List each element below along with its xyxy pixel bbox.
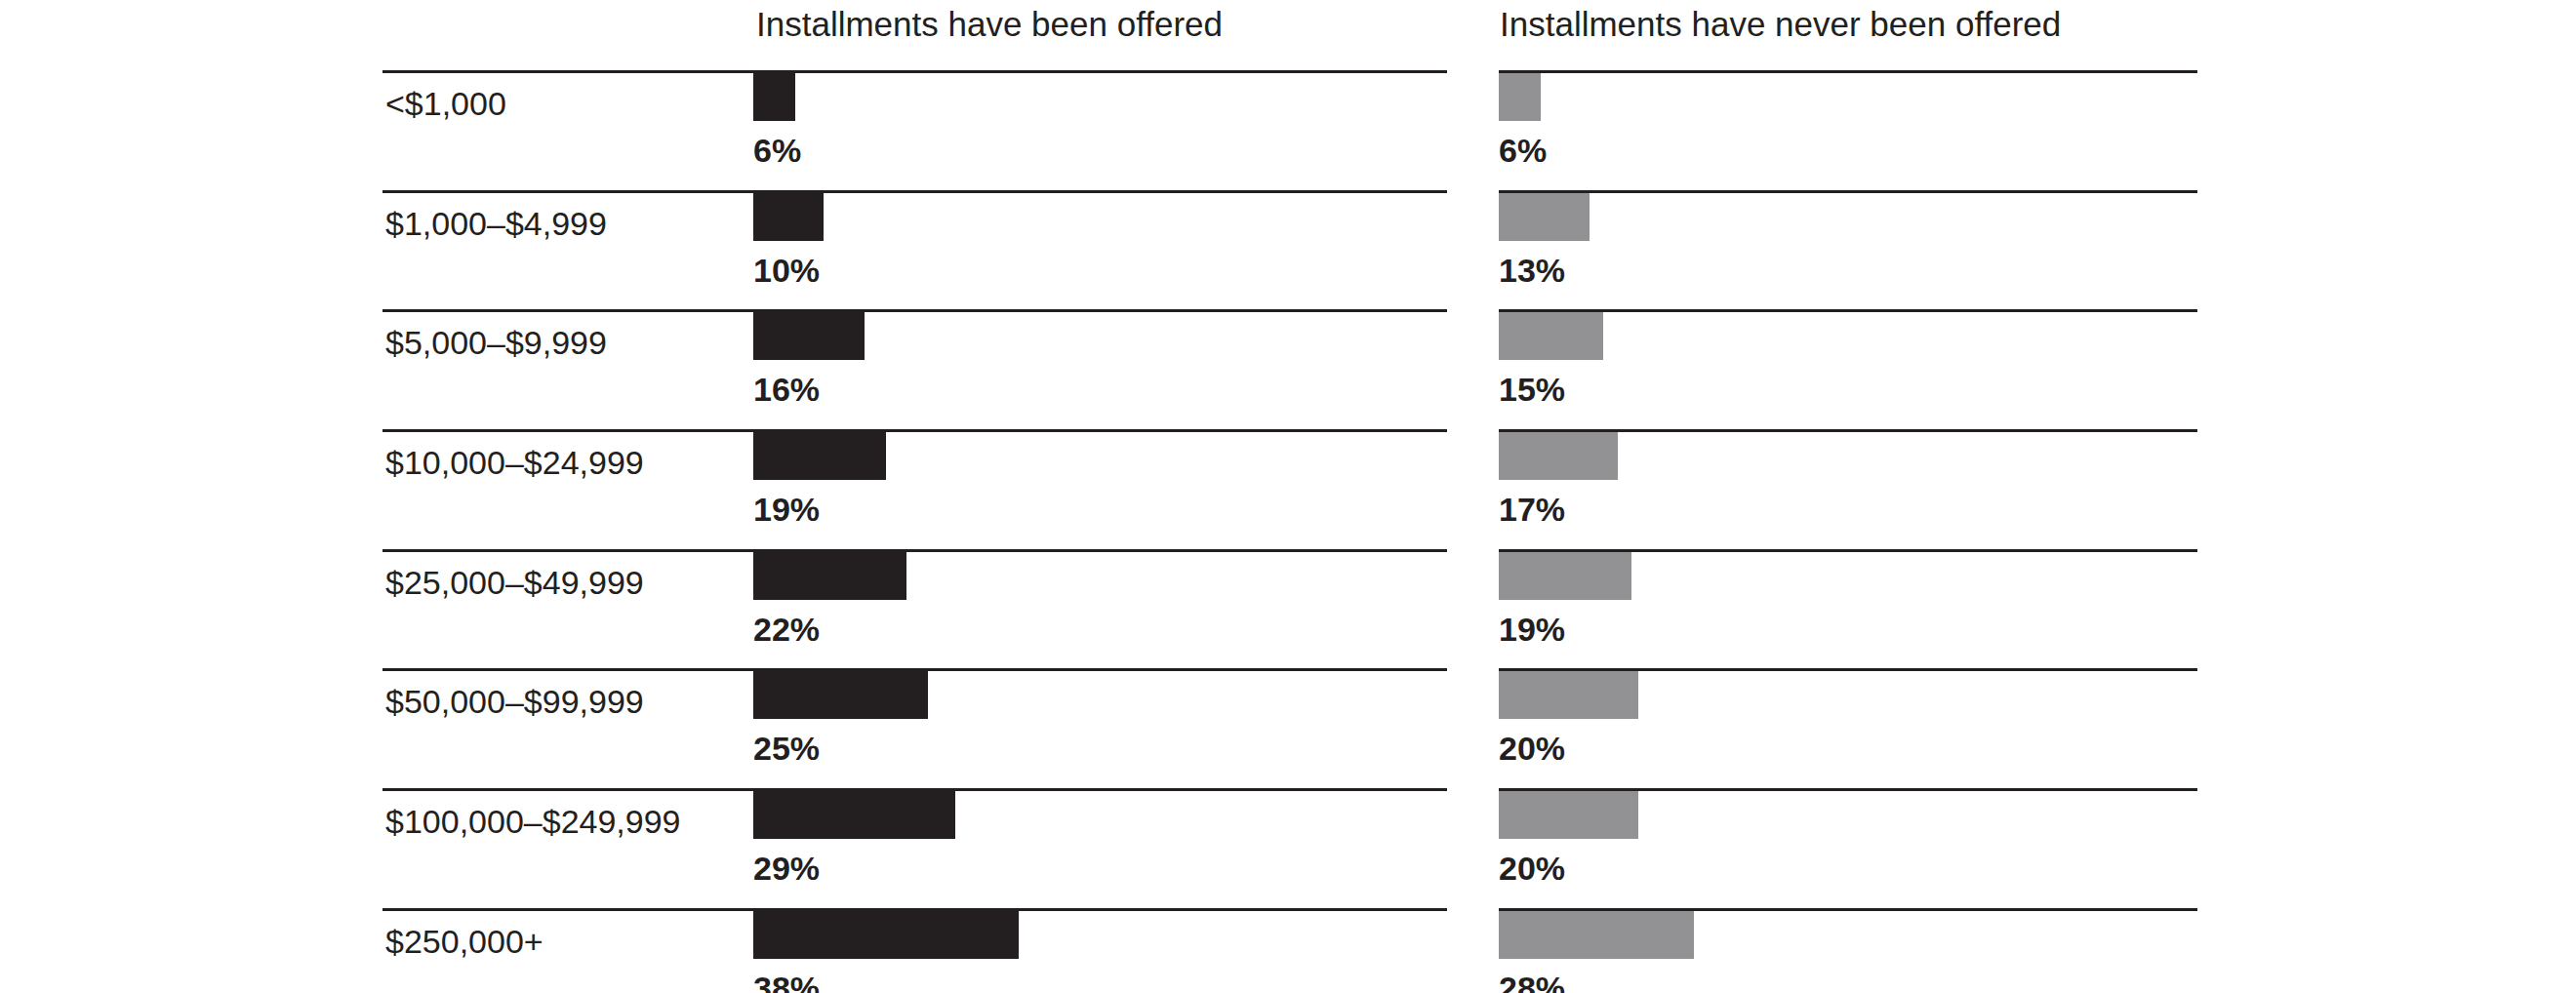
offered-bar <box>753 312 865 360</box>
chart-row: 13% <box>1499 190 2197 310</box>
category-label: $100,000–$249,999 <box>385 802 681 841</box>
category-label: $5,000–$9,999 <box>385 323 607 362</box>
never-offered-bar <box>1499 552 1631 600</box>
chart-row: $100,000–$249,999 29% <box>382 788 1447 908</box>
category-label: $10,000–$24,999 <box>385 443 644 482</box>
chart-row: 19% <box>1499 549 2197 669</box>
category-label: <$1,000 <box>385 84 506 123</box>
chart-row: $10,000–$24,999 19% <box>382 429 1447 549</box>
offered-bar <box>753 671 928 719</box>
category-label: $250,000+ <box>385 922 543 961</box>
offered-bar <box>753 73 795 121</box>
value-label: 10% <box>753 251 820 290</box>
never-offered-bar <box>1499 432 1618 480</box>
value-label: 25% <box>753 729 820 768</box>
value-label: 6% <box>753 131 801 170</box>
never-offered-bar <box>1499 193 1590 241</box>
value-label: 19% <box>753 490 820 529</box>
value-label: 38% <box>753 969 820 993</box>
chart-row: $1,000–$4,999 10% <box>382 190 1447 310</box>
offered-bar <box>753 193 824 241</box>
value-label: 28% <box>1499 969 1565 993</box>
category-label: $50,000–$99,999 <box>385 682 644 721</box>
value-label: 13% <box>1499 251 1565 290</box>
chart-row: $25,000–$49,999 22% <box>382 549 1447 669</box>
chart-row: $5,000–$9,999 16% <box>382 309 1447 429</box>
offered-bar <box>753 791 955 839</box>
category-label: $1,000–$4,999 <box>385 204 607 243</box>
chart-row: 15% <box>1499 309 2197 429</box>
offered-bar <box>753 911 1019 959</box>
never-offered-bar <box>1499 671 1638 719</box>
chart-row: 28% <box>1499 908 2197 993</box>
chart-row: 20% <box>1499 788 2197 908</box>
chart-row: 6% <box>1499 70 2197 190</box>
chart-row: <$1,000 6% <box>382 70 1447 190</box>
value-label: 20% <box>1499 849 1565 888</box>
offered-panel: <$1,000 6% $1,000–$4,999 10% $5,000–$9,9… <box>382 70 1447 993</box>
chart-row: 17% <box>1499 429 2197 549</box>
chart-row: $50,000–$99,999 25% <box>382 668 1447 788</box>
value-label: 16% <box>753 370 820 409</box>
value-label: 15% <box>1499 370 1565 409</box>
chart-row: 20% <box>1499 668 2197 788</box>
right-panel-title: Installments have never been offered <box>1500 4 2061 45</box>
value-label: 29% <box>753 849 820 888</box>
value-label: 20% <box>1499 729 1565 768</box>
value-label: 17% <box>1499 490 1565 529</box>
never-offered-bar <box>1499 791 1638 839</box>
never-offered-bar <box>1499 312 1603 360</box>
offered-bar <box>753 552 906 600</box>
never-offered-bar <box>1499 911 1694 959</box>
value-label: 22% <box>753 610 820 649</box>
value-label: 19% <box>1499 610 1565 649</box>
offered-bar <box>753 432 886 480</box>
chart-row: $250,000+ 38% <box>382 908 1447 993</box>
never-offered-bar <box>1499 73 1541 121</box>
category-label: $25,000–$49,999 <box>385 563 644 602</box>
value-label: 6% <box>1499 131 1547 170</box>
never-offered-panel: 6% 13% 15% 17% 19% 20% 20% 28% <box>1499 70 2197 993</box>
left-panel-title: Installments have been offered <box>756 4 1223 45</box>
